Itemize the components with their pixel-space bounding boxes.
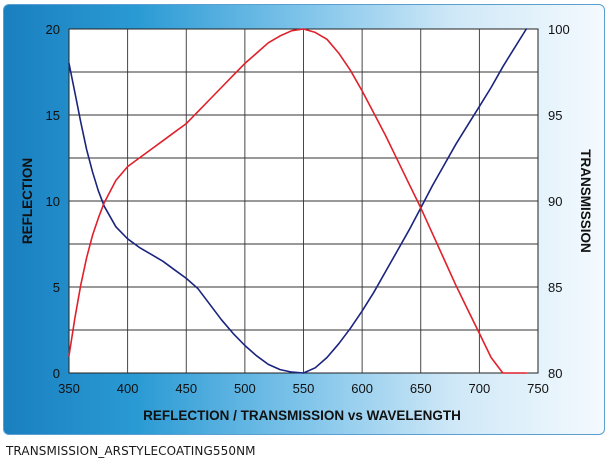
y-right-tick-label: 100 [548,22,570,37]
y-right-tick-label: 80 [548,366,562,381]
x-tick-label: 650 [410,381,432,396]
y-right-tick-label: 90 [548,194,562,209]
series-group [68,28,528,374]
y-left-tick-label: 5 [53,280,60,295]
y-left-tick-label: 0 [53,366,60,381]
x-tick-label: 500 [234,381,256,396]
x-tick-label: 450 [175,381,197,396]
y-left-tick-label: 10 [46,194,60,209]
y-left-tick-label: 15 [46,108,60,123]
x-tick-label: 550 [293,381,315,396]
y-axis-left-label: REFLECTION [20,158,35,244]
x-tick-label: 750 [527,381,549,396]
tick-labels: 350 400 450 500 550 600 650 700 750 0 5 10 15 20 80 85 9… [46,22,570,396]
x-tick-label: 350 [58,381,80,396]
image-caption: TRANSMISSION_ARSTYLECOATING550NM [6,444,256,458]
x-tick-label: 400 [117,381,139,396]
x-axis-label: REFLECTION / TRANSMISSION vs WAVELENGTH [143,408,461,423]
series-line-reflection [68,28,528,374]
series-line-transmission [68,28,528,374]
y-left-tick-label: 20 [46,22,60,37]
y-axis-right-label: TRANSMISSION [578,149,593,253]
y-right-tick-label: 95 [548,108,562,123]
x-tick-label: 700 [469,381,491,396]
x-tick-label: 600 [351,381,373,396]
grid [68,28,539,374]
y-right-tick-label: 85 [548,280,562,295]
